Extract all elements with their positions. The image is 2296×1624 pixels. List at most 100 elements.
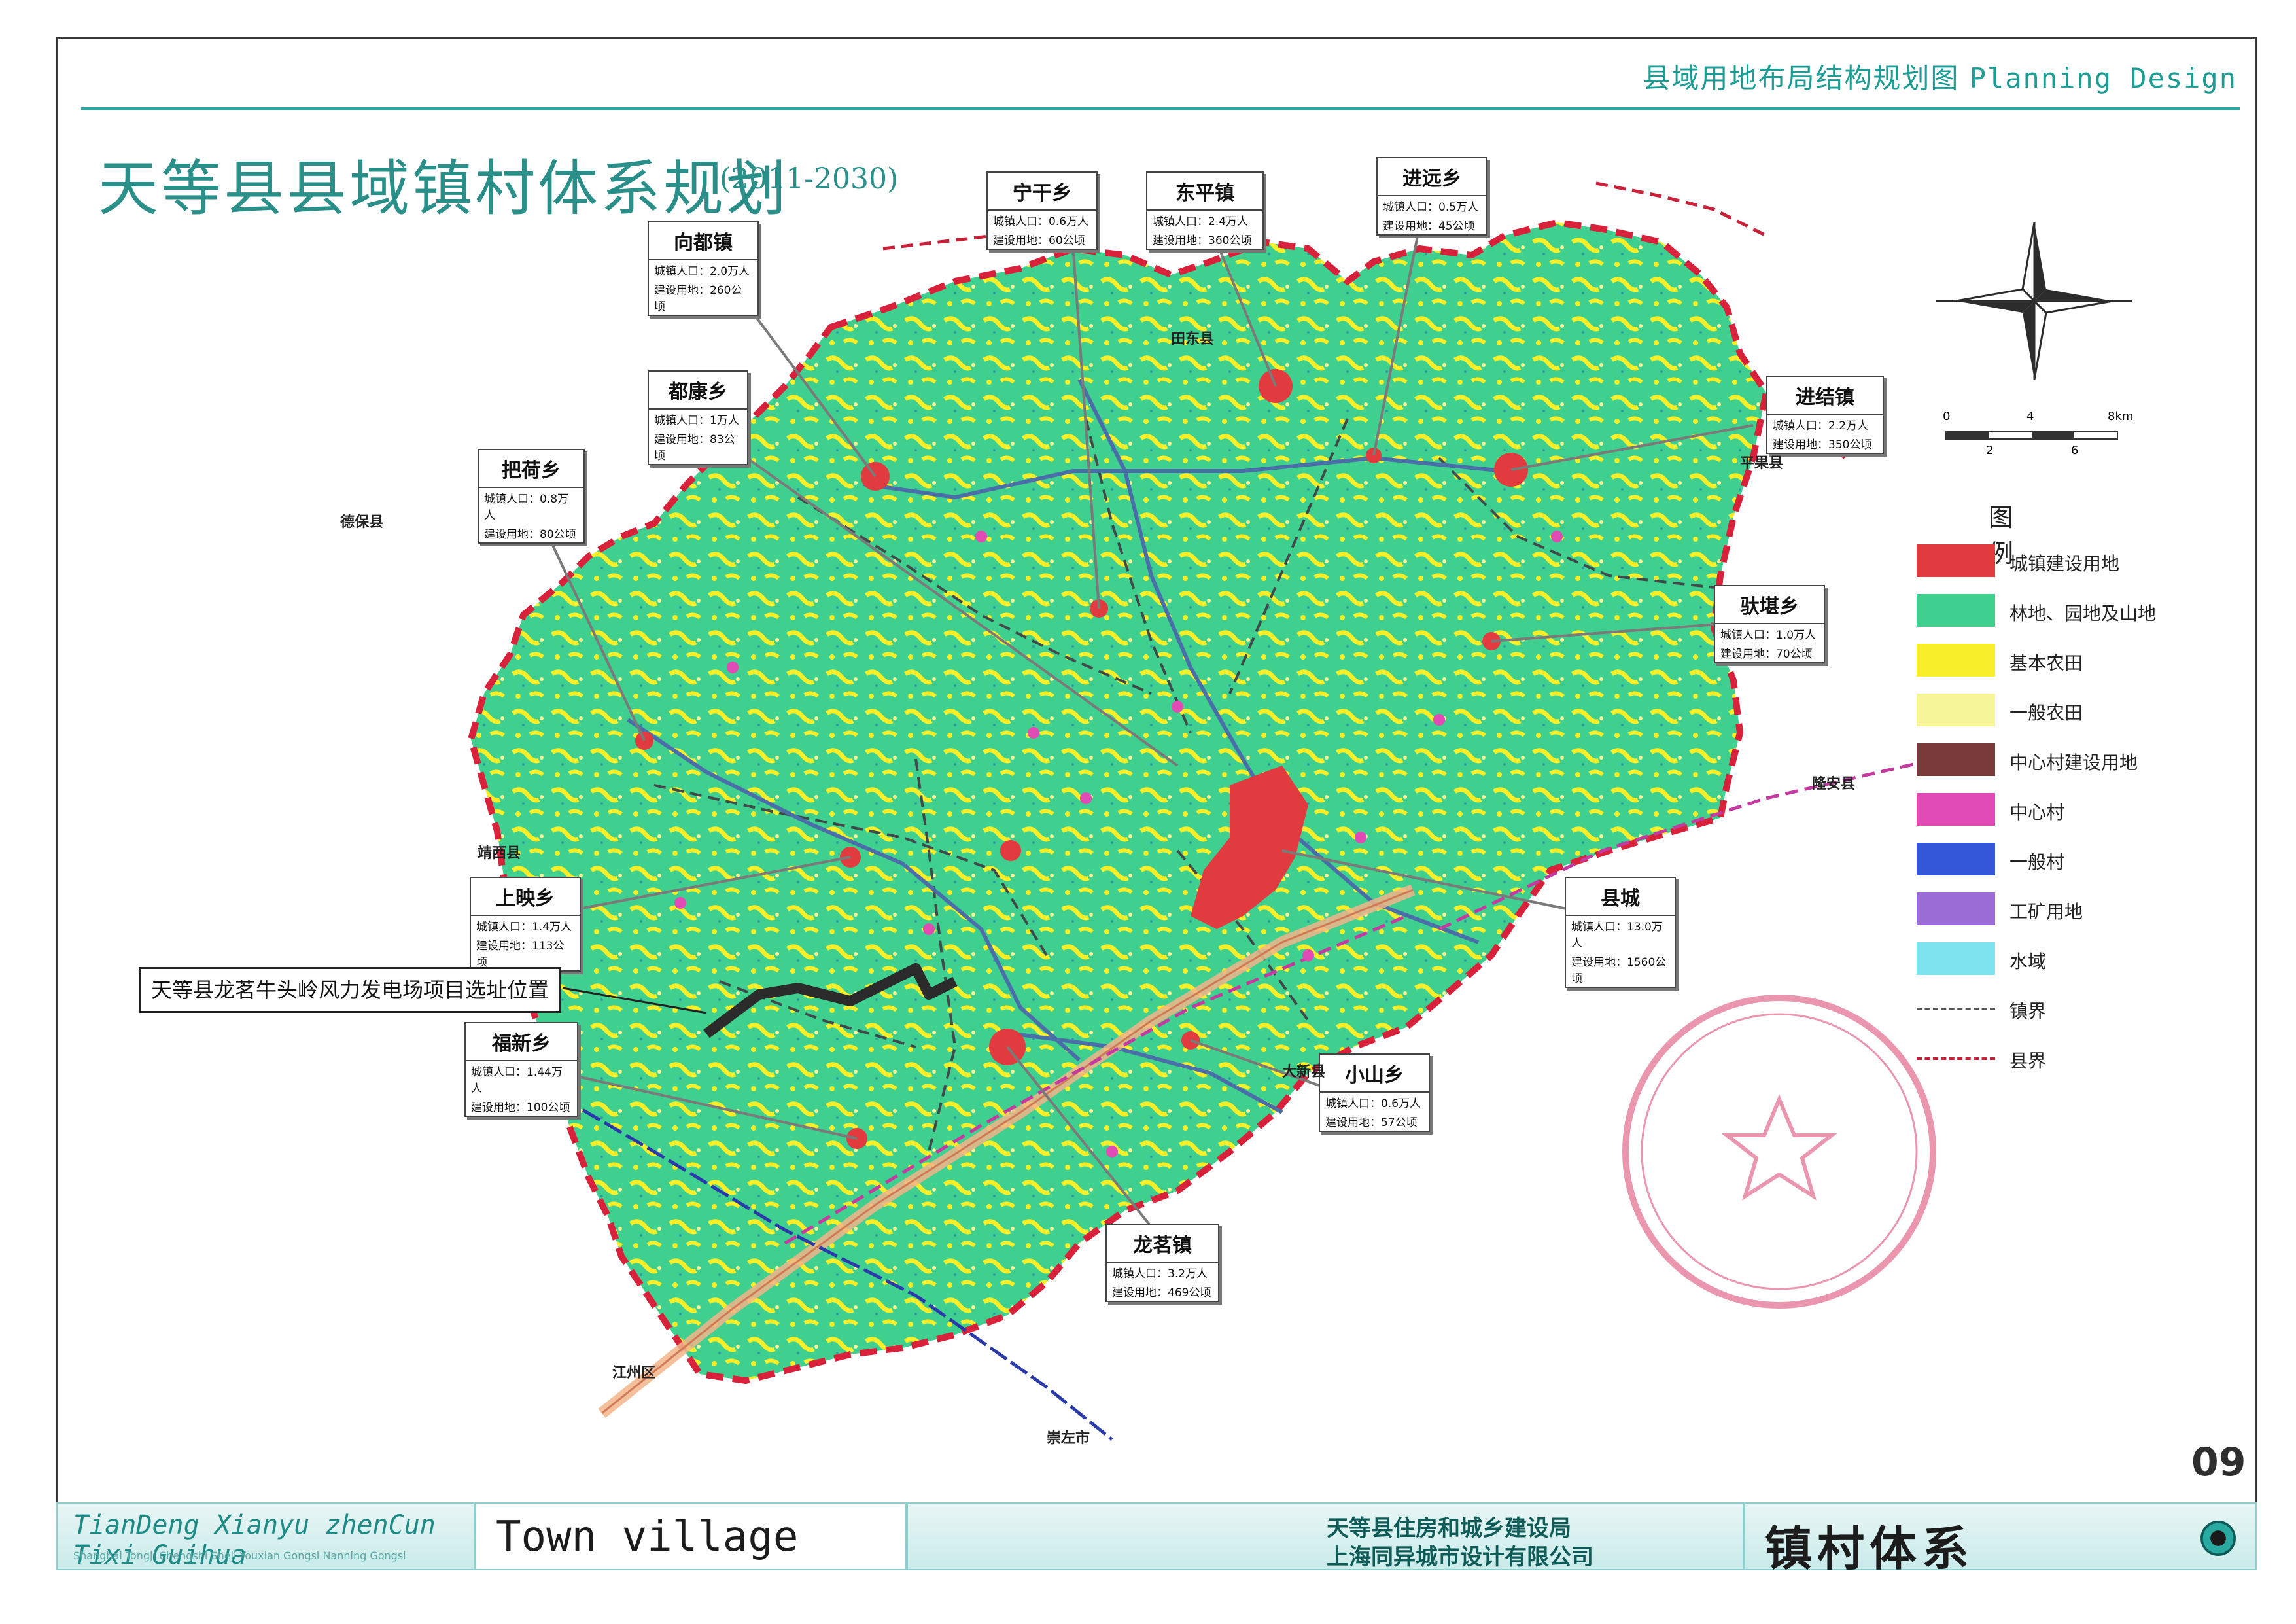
callout-line: 城镇人口：1万人	[654, 414, 739, 427]
scale-rule	[1945, 431, 2118, 440]
callout-line: 城镇人口：3.2万人	[1112, 1267, 1208, 1280]
neighbor-label: 平果县	[1740, 455, 1784, 472]
neighbor-label: 田东县	[1171, 331, 1215, 347]
callout-name: 县城	[1566, 878, 1675, 916]
callout-tuokan: 驮堪乡 城镇人口：1.0万人 建设用地：70公顷	[1714, 585, 1825, 663]
callout-line: 城镇人口：2.2万人	[1773, 419, 1869, 432]
county-town-area	[1191, 766, 1308, 929]
callout-xiangdu: 向都镇 城镇人口：2.0万人 建设用地：260公顷	[648, 221, 759, 316]
callout-line: 城镇人口：1.44万人	[471, 1066, 563, 1095]
callout-shangying: 上映乡 城镇人口：1.4万人 建设用地：113公顷	[470, 877, 581, 972]
callout-dukang: 都康乡 城镇人口：1万人 建设用地：83公顷	[648, 370, 748, 465]
callout-line: 建设用地：360公顷	[1153, 234, 1252, 247]
callout-line: 建设用地：80公顷	[484, 528, 576, 541]
callout-dongping: 东平镇 城镇人口：2.4万人 建设用地：360公顷	[1146, 171, 1264, 250]
legend-swatch	[1917, 843, 1995, 875]
callout-line: 建设用地：260公顷	[654, 284, 742, 313]
callout-name: 向都镇	[649, 222, 757, 260]
railway	[496, 1058, 1113, 1441]
legend-label: 基本农田	[2009, 652, 2083, 674]
scale-tick: 4	[2026, 410, 2034, 423]
callout-name: 把荷乡	[479, 450, 583, 488]
legend-swatch	[1917, 743, 1995, 776]
legend-swatch	[1917, 892, 1995, 925]
legend-swatch	[1917, 594, 1995, 627]
official-stamp	[1622, 995, 1936, 1309]
callout-line: 建设用地：100公顷	[471, 1101, 570, 1114]
neighbor-label: 崇左市	[1047, 1430, 1090, 1447]
legend-label: 中心村建设用地	[2009, 752, 2138, 773]
legend-label: 县界	[2009, 1050, 2047, 1072]
north-arrow	[1936, 222, 2132, 380]
callout-name: 都康乡	[649, 372, 747, 410]
legend-label: 林地、园地及山地	[2009, 603, 2157, 624]
legend-swatch	[1917, 1057, 1995, 1060]
callout-line: 建设用地：469公顷	[1112, 1286, 1211, 1299]
legend-swatch	[1917, 694, 1995, 726]
callout-name: 进远乡	[1378, 158, 1486, 196]
callout-jinyuan: 进远乡 城镇人口：0.5万人 建设用地：45公顷	[1376, 157, 1487, 236]
scale-tick: 2	[1986, 444, 1994, 457]
callout-name: 进结镇	[1767, 377, 1883, 415]
footer-section-cell: 镇村体系	[1744, 1502, 2257, 1576]
callout-line: 城镇人口：1.0万人	[1720, 629, 1817, 642]
legend-label: 镇界	[2009, 1000, 2047, 1022]
callout-name: 福新乡	[466, 1023, 577, 1061]
footer-logo-icon	[2200, 1521, 2236, 1556]
callout-line: 建设用地：45公顷	[1383, 220, 1475, 233]
callout-line: 城镇人口：0.6万人	[993, 215, 1089, 228]
footer-company-2: 上海同异城市设计有限公司	[1327, 1544, 1593, 1570]
callout-bahe: 把荷乡 城镇人口：0.8万人 建设用地：80公顷	[478, 449, 585, 544]
callout-line: 城镇人口：2.4万人	[1153, 215, 1249, 228]
callout-name: 小山乡	[1320, 1055, 1429, 1093]
callout-name: 上映乡	[471, 878, 580, 916]
footer-pinyin-cell: TianDeng Xianyu zhenCun Tixi Guihua Shan…	[56, 1502, 475, 1570]
legend-swatch	[1917, 942, 1995, 975]
callout-name: 宁干乡	[988, 173, 1096, 211]
callout-line: 建设用地：83公顷	[654, 433, 735, 463]
header-rule	[81, 107, 2240, 110]
callout-line: 建设用地：57公顷	[1325, 1116, 1418, 1129]
footer-town-cell: Town village	[475, 1502, 907, 1570]
legend-label: 城镇建设用地	[2009, 553, 2120, 574]
regional-boundary	[1438, 757, 1937, 931]
legend-swatch	[1917, 1008, 1995, 1010]
callout-line: 建设用地：1560公顷	[1571, 956, 1667, 985]
callout-name: 龙茗镇	[1107, 1225, 1218, 1263]
callout-line: 建设用地：113公顷	[476, 940, 565, 969]
callout-line: 城镇人口：0.6万人	[1325, 1097, 1421, 1110]
neighbor-label: 隆安县	[1812, 776, 1856, 792]
map-years: (2011-2030)	[720, 162, 899, 196]
legend-label: 一般农田	[2009, 702, 2083, 724]
footer-section: 镇村体系	[1765, 1521, 1975, 1576]
callout-line: 城镇人口：0.8万人	[484, 493, 569, 522]
legend-label: 一般村	[2009, 851, 2065, 873]
legend-label: 水域	[2009, 951, 2047, 972]
callout-line: 城镇人口：13.0万人	[1571, 921, 1663, 950]
wind-farm-site	[703, 963, 958, 1038]
callout-line: 建设用地：350公顷	[1773, 438, 1872, 451]
header-title: 县域用地布局结构规划图 Planning Design	[1643, 62, 2237, 94]
scale-tick: 8km	[2108, 410, 2134, 423]
callout-name: 东平镇	[1147, 173, 1262, 211]
neighbor-label: 江州区	[612, 1365, 656, 1381]
callout-jinjie: 进结镇 城镇人口：2.2万人 建设用地：350公顷	[1766, 376, 1884, 454]
callout-county-town: 县城 城镇人口：13.0万人 建设用地：1560公顷	[1565, 877, 1676, 988]
legend-label: 工矿用地	[2009, 901, 2083, 923]
footer-town: Town village	[496, 1513, 799, 1561]
footer-pinyin: TianDeng Xianyu zhenCun Tixi Guihua	[73, 1510, 436, 1570]
page-number: 09	[2191, 1439, 2246, 1485]
callout-ninggan: 宁干乡 城镇人口：0.6万人 建设用地：60公顷	[986, 171, 1098, 250]
callout-line: 城镇人口：1.4万人	[476, 921, 572, 934]
legend-label: 中心村	[2009, 802, 2065, 823]
legend-title: 图例	[1989, 503, 2014, 568]
callout-fuxin: 福新乡 城镇人口：1.44万人 建设用地：100公顷	[464, 1022, 578, 1117]
footer-bar: TianDeng Xianyu zhenCun Tixi Guihua Shan…	[56, 1502, 2257, 1576]
neighbor-label: 靖西县	[478, 845, 521, 862]
scale-tick: 6	[2071, 444, 2079, 457]
legend-swatch	[1917, 793, 1995, 826]
neighbor-label: 德保县	[340, 514, 384, 531]
legend-swatch	[1917, 644, 1995, 677]
footer-company-1: 天等县住房和城乡建设局	[1327, 1515, 1571, 1542]
